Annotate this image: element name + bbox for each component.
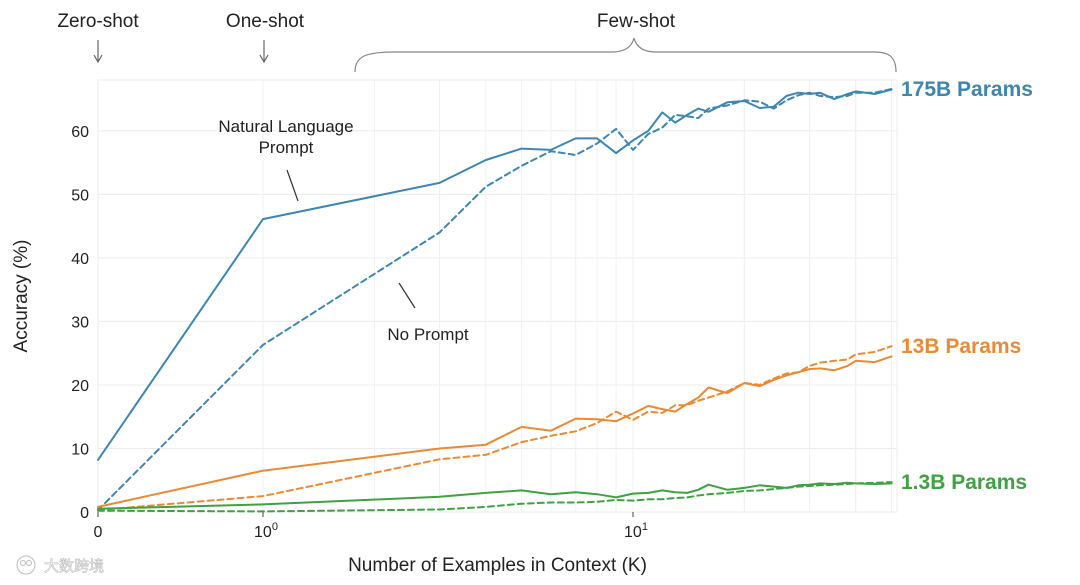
series-label-1-3b-params: 1.3B Params — [901, 471, 1027, 494]
y-tick-label: 40 — [71, 251, 89, 268]
series-group — [97, 87, 893, 513]
regime-arrow-one-shot — [259, 40, 269, 64]
regime-brace-few-shot — [354, 37, 897, 73]
grid — [97, 79, 898, 513]
x-axis-title: Number of Examples in Context (K) — [348, 555, 647, 576]
annotations: Natural Language Prompt No Prompt — [218, 117, 468, 344]
x-tick-label: 0 — [94, 524, 103, 541]
plot-frame — [97, 79, 898, 513]
y-tick-label: 50 — [71, 187, 89, 204]
y-tick-label: 30 — [71, 314, 89, 331]
series-line-175b-params-dashed — [97, 87, 893, 512]
series-line-175b-params-solid — [97, 88, 893, 461]
regime-label-one-shot: One-shot — [226, 11, 305, 32]
watermark-logo-dot-icon — [20, 560, 26, 566]
y-axis-title: Accuracy (%) — [11, 240, 32, 353]
series-label-13b-params: 13B Params — [901, 335, 1021, 358]
series-labels: 175B Params 13B Params 1.3B Params — [901, 78, 1033, 494]
regime-label-zero-shot: Zero-shot — [57, 11, 139, 32]
annotation-leader-no-prompt — [398, 282, 416, 309]
regime-arrow-zero-shot — [93, 40, 103, 64]
y-tick-label: 0 — [80, 505, 89, 522]
y-tick-label: 60 — [71, 124, 89, 141]
regime-markers: Zero-shot One-shot Few-shot — [57, 11, 897, 73]
watermark-text: 大数跨境 — [44, 557, 104, 575]
series-line-13b-params-solid — [97, 355, 893, 508]
x-tick-label: 101 — [624, 521, 648, 541]
series-line-13b-params-dashed — [97, 345, 893, 512]
series-label-175b-params: 175B Params — [901, 78, 1033, 101]
watermark: 大数跨境 — [16, 555, 104, 575]
y-tick-label: 10 — [71, 441, 89, 458]
y-tick-label: 20 — [71, 378, 89, 395]
annotation-no-prompt: No Prompt — [387, 325, 469, 344]
x-tick-label: 100 — [254, 521, 278, 541]
annotation-leader-natural-language — [286, 169, 299, 202]
series-line-1-3b-params-solid — [97, 481, 893, 510]
watermark-logo-icon — [16, 555, 36, 575]
regime-label-few-shot: Few-shot — [597, 11, 676, 32]
annotation-natural-language-prompt: Natural Language Prompt — [218, 117, 353, 157]
series-line-1-3b-params-dashed — [97, 481, 893, 513]
watermark-logo-dot-icon — [26, 560, 32, 566]
axes: 0 10 20 30 40 50 60 0 100 101 Number of Examples i… — [11, 124, 648, 576]
